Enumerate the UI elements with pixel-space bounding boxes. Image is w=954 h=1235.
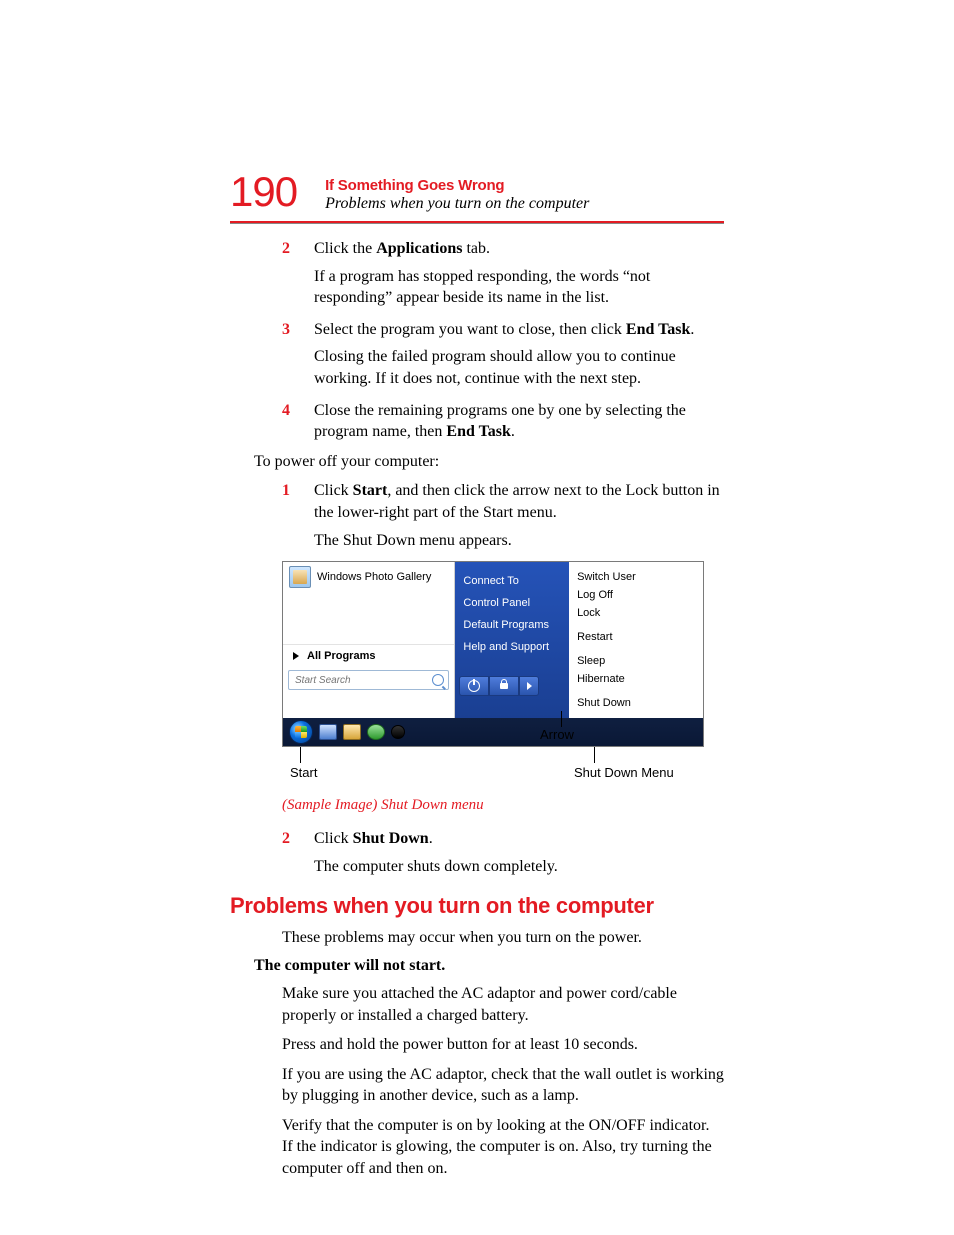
shutdown-item[interactable]: Shut Down <box>577 694 695 712</box>
header-text: If Something Goes Wrong Problems when yo… <box>325 175 589 213</box>
photo-gallery-icon <box>289 566 311 588</box>
body-paragraph: These problems may occur when you turn o… <box>282 927 724 949</box>
start-menu-mid-col: Connect To Control Panel Default Program… <box>455 562 569 718</box>
lock-icon <box>500 683 508 689</box>
step-item: 4 Close the remaining programs one by on… <box>282 400 724 443</box>
chapter-title: If Something Goes Wrong <box>325 177 589 194</box>
taskbar-icon[interactable] <box>367 724 385 740</box>
search-icon <box>432 674 444 686</box>
step-followup: The Shut Down menu appears. <box>314 530 724 552</box>
all-programs-item[interactable]: All Programs <box>283 644 454 667</box>
step-followup: If a program has stopped responding, the… <box>314 266 724 309</box>
start-orb-icon[interactable] <box>289 720 313 744</box>
step-followup: Closing the failed program should allow … <box>314 346 724 389</box>
step-number: 2 <box>282 238 296 260</box>
annotation-line <box>300 747 301 763</box>
annotation-line <box>561 711 562 727</box>
shutdown-item[interactable]: Restart <box>577 628 695 646</box>
step-number: 2 <box>282 828 296 850</box>
document-page: 190 If Something Goes Wrong Problems whe… <box>0 0 954 1235</box>
start-menu-body: Windows Photo Gallery All Programs Conne… <box>283 562 703 718</box>
triangle-icon <box>293 652 299 660</box>
search-input[interactable] <box>293 674 432 687</box>
step-text: Click the Applications tab. <box>314 238 724 260</box>
body-paragraph: Press and hold the power button for at l… <box>282 1034 724 1056</box>
taskbar-icon[interactable] <box>319 724 337 740</box>
content-block: 2 Click the Applications tab. If a progr… <box>282 238 724 1180</box>
menu-item[interactable]: Default Programs <box>463 614 561 636</box>
section-heading: Problems when you turn on the computer <box>230 893 724 919</box>
chapter-subtitle: Problems when you turn on the computer <box>325 195 589 213</box>
start-menu-mock: Windows Photo Gallery All Programs Conne… <box>282 561 704 747</box>
menu-item[interactable]: Control Panel <box>463 592 561 614</box>
program-label: Windows Photo Gallery <box>317 571 431 583</box>
shutdown-menu: Switch User Log Off Lock Restart Sleep H… <box>569 562 703 718</box>
body-paragraph: Verify that the computer is on by lookin… <box>282 1115 724 1180</box>
annotation-row: Start Arrow Shut Down Menu <box>282 747 702 791</box>
taskbar-icon[interactable] <box>391 725 405 739</box>
header-rule <box>230 221 724 224</box>
shutdown-item[interactable]: Sleep <box>577 652 695 670</box>
shutdown-item[interactable]: Switch User <box>577 568 695 586</box>
figure-caption: (Sample Image) Shut Down menu <box>282 797 724 814</box>
screenshot-figure: Windows Photo Gallery All Programs Conne… <box>282 561 724 791</box>
step-number: 3 <box>282 319 296 341</box>
sub-heading: The computer will not start. <box>254 957 724 975</box>
step-followup: The computer shuts down completely. <box>314 856 724 878</box>
page-header: 190 If Something Goes Wrong Problems whe… <box>230 175 724 213</box>
step-text: Close the remaining programs one by one … <box>314 400 724 443</box>
power-icon <box>468 680 480 692</box>
taskbar <box>283 718 703 746</box>
step-item: 3 Select the program you want to close, … <box>282 319 724 341</box>
step-item: 2 Click the Applications tab. <box>282 238 724 260</box>
menu-item[interactable]: Help and Support <box>463 636 561 658</box>
shutdown-item[interactable]: Lock <box>577 604 695 622</box>
start-menu-left-col: Windows Photo Gallery All Programs <box>283 562 455 718</box>
step-text: Click Shut Down. <box>314 828 724 850</box>
page-number: 190 <box>230 171 297 213</box>
step-number: 4 <box>282 400 296 443</box>
chevron-right-icon <box>527 682 532 690</box>
all-programs-label: All Programs <box>307 650 375 662</box>
step-text: Click Start, and then click the arrow ne… <box>314 480 724 523</box>
lock-button-bar <box>459 676 561 696</box>
annotation-label: Shut Down Menu <box>574 765 674 780</box>
step-text: Select the program you want to close, th… <box>314 319 724 341</box>
body-paragraph: Make sure you attached the AC adaptor an… <box>282 983 724 1026</box>
step-item: 2 Click Shut Down. <box>282 828 724 850</box>
annotation-label: Arrow <box>540 727 574 742</box>
taskbar-icon[interactable] <box>343 724 361 740</box>
program-item[interactable]: Windows Photo Gallery <box>283 562 454 592</box>
power-button[interactable] <box>459 676 489 696</box>
menu-item[interactable]: Connect To <box>463 570 561 592</box>
step-item: 1 Click Start, and then click the arrow … <box>282 480 724 523</box>
start-search-field[interactable] <box>288 670 449 690</box>
body-paragraph: If you are using the AC adaptor, check t… <box>282 1064 724 1107</box>
shutdown-item[interactable]: Hibernate <box>577 670 695 688</box>
body-paragraph: To power off your computer: <box>254 451 724 473</box>
lock-button[interactable] <box>489 676 519 696</box>
annotation-line <box>594 747 595 763</box>
shutdown-item[interactable]: Log Off <box>577 586 695 604</box>
shutdown-arrow-button[interactable] <box>519 676 539 696</box>
annotation-label: Start <box>290 765 317 780</box>
step-number: 1 <box>282 480 296 523</box>
